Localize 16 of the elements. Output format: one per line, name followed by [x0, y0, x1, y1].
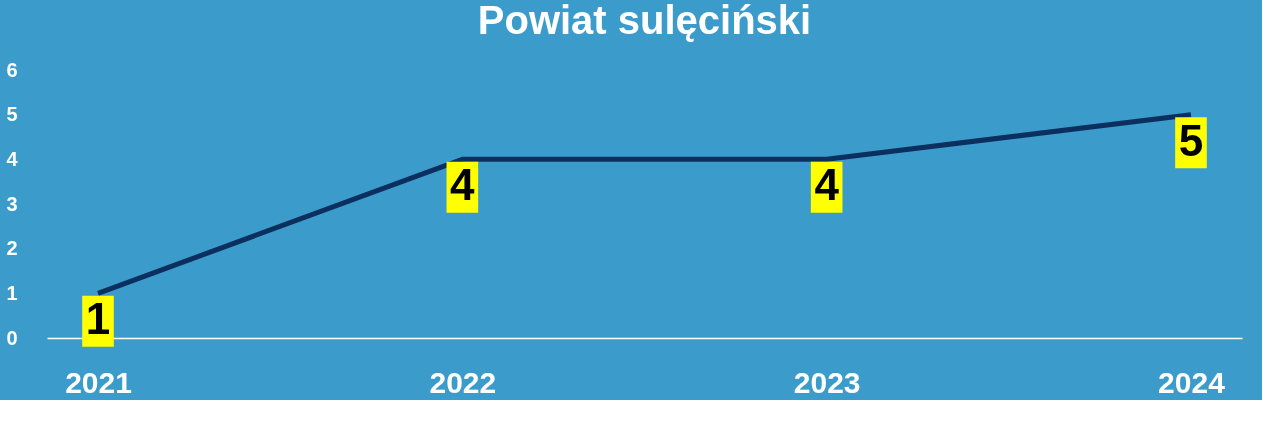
y-tick-label: 2 — [6, 237, 18, 260]
y-tick-label: 6 — [6, 58, 18, 81]
chart-title: Powiat sulęciński — [477, 0, 812, 42]
y-tick-label: 1 — [6, 281, 18, 304]
data-label: 1 — [85, 294, 111, 344]
y-tick-label: 3 — [6, 192, 18, 215]
data-label: 5 — [1178, 115, 1204, 165]
data-label: 4 — [814, 160, 840, 210]
y-tick-label: 5 — [6, 103, 18, 126]
x-tick-label: 2024 — [1158, 365, 1226, 399]
y-tick-label: 4 — [6, 147, 19, 170]
data-label: 4 — [450, 160, 476, 210]
x-tick-label: 2022 — [429, 365, 497, 399]
x-tick-label: 2021 — [65, 365, 132, 399]
y-tick-label: 0 — [6, 326, 18, 349]
x-tick-label: 2023 — [793, 365, 861, 399]
